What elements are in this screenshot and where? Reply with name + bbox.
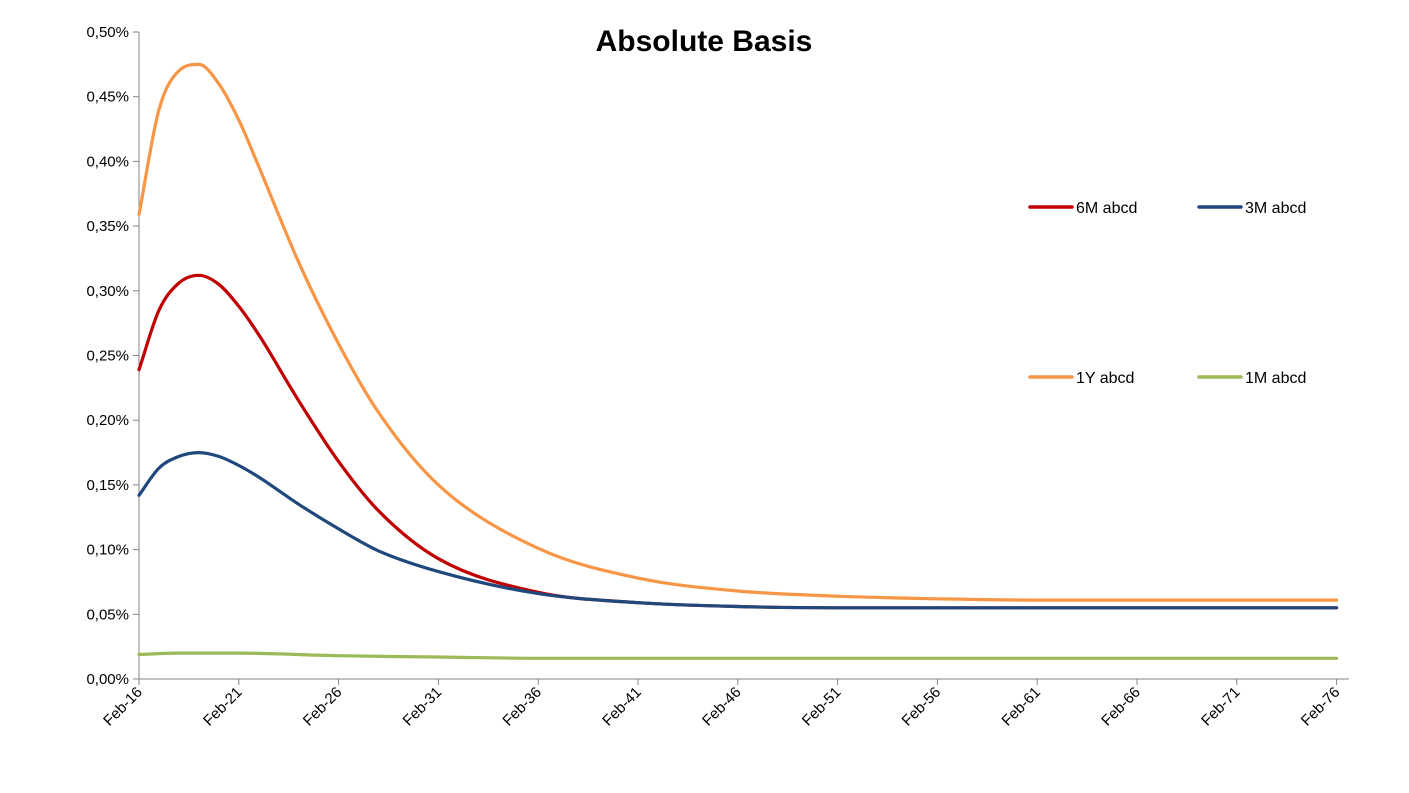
y-tick-label: 0,35%: [86, 218, 129, 235]
series-line-1y-abcd: [137, 62, 1339, 602]
legend-label: 3M abcd: [1245, 200, 1306, 217]
legend-label: 1M abcd: [1245, 370, 1306, 387]
series-line-1m-abcd: [137, 651, 1339, 660]
y-tick-label: 0,25%: [86, 348, 129, 365]
series-line-6m-abcd: [137, 273, 1339, 610]
x-tick-label: Feb-46: [699, 684, 745, 730]
y-tick-label: 0,10%: [86, 542, 129, 559]
x-tick-label: Feb-56: [899, 684, 945, 730]
series-line-3m-abcd: [137, 451, 1339, 610]
x-tick-label: Feb-21: [200, 684, 246, 730]
legend-label: 1Y abcd: [1076, 370, 1134, 387]
y-tick-label: 0,40%: [86, 153, 129, 170]
x-tick-label: Feb-26: [300, 684, 346, 730]
y-tick-label: 0,20%: [86, 412, 129, 429]
x-tick-label: Feb-61: [998, 684, 1044, 730]
y-tick-label: 0,45%: [86, 89, 129, 106]
y-tick-label: 0,15%: [86, 477, 129, 494]
chart-axes: 0,00% 0,05% 0,10% 0,15% 0,20% 0,25% 0,30% 0,35%…: [86, 24, 1349, 729]
x-tick-label: Feb-36: [499, 684, 545, 730]
series-layer: [137, 62, 1339, 660]
x-tick-label: Feb-16: [100, 684, 146, 730]
y-tick-label: 0,05%: [86, 606, 129, 623]
x-tick-label: Feb-31: [400, 684, 446, 730]
x-tick-label: Feb-51: [799, 684, 845, 730]
x-tick-label: Feb-41: [599, 684, 645, 730]
legend-item-1y-abcd: 1Y abcd: [1028, 370, 1134, 387]
legend-label: 6M abcd: [1076, 200, 1137, 217]
y-tick-label: 0,50%: [86, 24, 129, 41]
x-tick-label: Feb-76: [1298, 684, 1344, 730]
y-tick-label: 0,00%: [86, 671, 129, 688]
legend-item-6m-abcd: 6M abcd: [1028, 200, 1137, 217]
legend-item-3m-abcd: 3M abcd: [1197, 200, 1306, 217]
legend-item-1m-abcd: 1M abcd: [1197, 370, 1306, 387]
y-tick-label: 0,30%: [86, 283, 129, 300]
x-tick-label: Feb-71: [1198, 684, 1244, 730]
chart-title: Absolute Basis: [596, 25, 813, 58]
chart-legend: 6M abcd 3M abcd 1Y abcd 1M abcd: [1028, 200, 1306, 387]
x-tick-label: Feb-66: [1098, 684, 1144, 730]
